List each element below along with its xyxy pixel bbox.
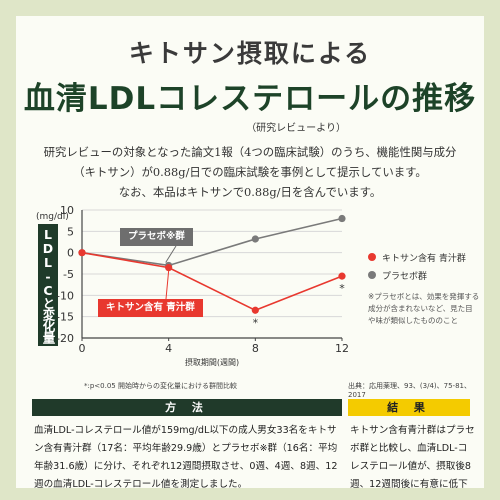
result-body: キトサン含有青汁群はプラセボ群と比較し、血清LDL-コレステロール値が、摂取後8… bbox=[350, 425, 475, 488]
significance-marker: * bbox=[253, 316, 259, 329]
x-tick-label: 0 bbox=[79, 342, 86, 355]
method-heading: 方 法 bbox=[32, 399, 342, 416]
legend-note: ※プラセボとは、効果を発揮する成分が含まれないなど、見た目や味が類似したもののこ… bbox=[368, 292, 480, 325]
y-axis-title: LDL-Cと変化量 bbox=[38, 224, 58, 346]
legend-item-chitosan: キトサン含有 青汁群 bbox=[368, 248, 466, 266]
x-tick-label: 8 bbox=[252, 342, 259, 355]
legend-marker-chitosan bbox=[368, 253, 376, 261]
data-point-chitosan bbox=[338, 272, 346, 280]
data-point-chitosan bbox=[251, 306, 259, 314]
callout-leader-chitosan bbox=[165, 270, 170, 300]
y-tick-label: 10 bbox=[60, 204, 74, 217]
significance-marker: * bbox=[339, 282, 345, 295]
y-tick-label: -5 bbox=[63, 268, 74, 281]
method-body: 血清LDL-コレステロール値が159mg/dL以下の成人男女33名をキトサン含有… bbox=[34, 425, 338, 488]
y-unit-label: (mg/dl) bbox=[36, 212, 69, 222]
x-axis-title: 摂取期間(週間) bbox=[185, 357, 239, 367]
title-line2: 血清LDLコレステロールの推移 bbox=[23, 81, 477, 117]
legend-marker-placebo bbox=[368, 271, 376, 279]
content-card: キトサン摂取による 血清LDLコレステロールの推移 （研究レビューより） 研究レ… bbox=[16, 16, 484, 488]
legend-label-placebo: プラセボ群 bbox=[382, 271, 428, 282]
footnote: *:p<0.05 開始時からの変化量における群間比較 bbox=[84, 382, 237, 390]
title-line1: キトサン摂取による bbox=[128, 39, 372, 68]
subtitle: （研究レビューより） bbox=[246, 123, 346, 134]
description: 研究レビューの対象となった論文1報（4つの臨床試験）のうち、機能性関与成分 （キ… bbox=[43, 145, 457, 199]
x-tick-label: 12 bbox=[335, 342, 349, 355]
callout-placebo: プラセボ※群 bbox=[120, 228, 193, 246]
data-point-chitosan bbox=[78, 249, 86, 257]
data-point-placebo bbox=[338, 214, 346, 223]
x-tick-label: 4 bbox=[165, 342, 172, 355]
result-heading: 結 果 bbox=[348, 399, 470, 416]
series-line-placebo bbox=[81, 217, 343, 267]
series-line-chitosan bbox=[81, 251, 343, 312]
source-citation: 出典：応用薬理、93、(3/4)、75-81、2017 bbox=[348, 382, 471, 399]
y-tick-label: -15 bbox=[56, 311, 74, 324]
data-point-placebo bbox=[251, 235, 259, 243]
y-tick-label: -10 bbox=[56, 289, 74, 302]
y-tick-label: 5 bbox=[67, 225, 74, 238]
legend-item-placebo: プラセボ群 bbox=[368, 266, 466, 284]
callout-leader-placebo bbox=[165, 245, 177, 263]
y-tick-label: 0 bbox=[67, 247, 74, 260]
data-point-chitosan bbox=[165, 264, 173, 272]
callout-chitosan: キトサン含有 青汁群 bbox=[98, 299, 203, 317]
legend-label-chitosan: キトサン含有 青汁群 bbox=[382, 253, 466, 264]
legend: キトサン含有 青汁群 プラセボ群 bbox=[368, 248, 466, 284]
y-tick-label: -20 bbox=[56, 332, 74, 345]
